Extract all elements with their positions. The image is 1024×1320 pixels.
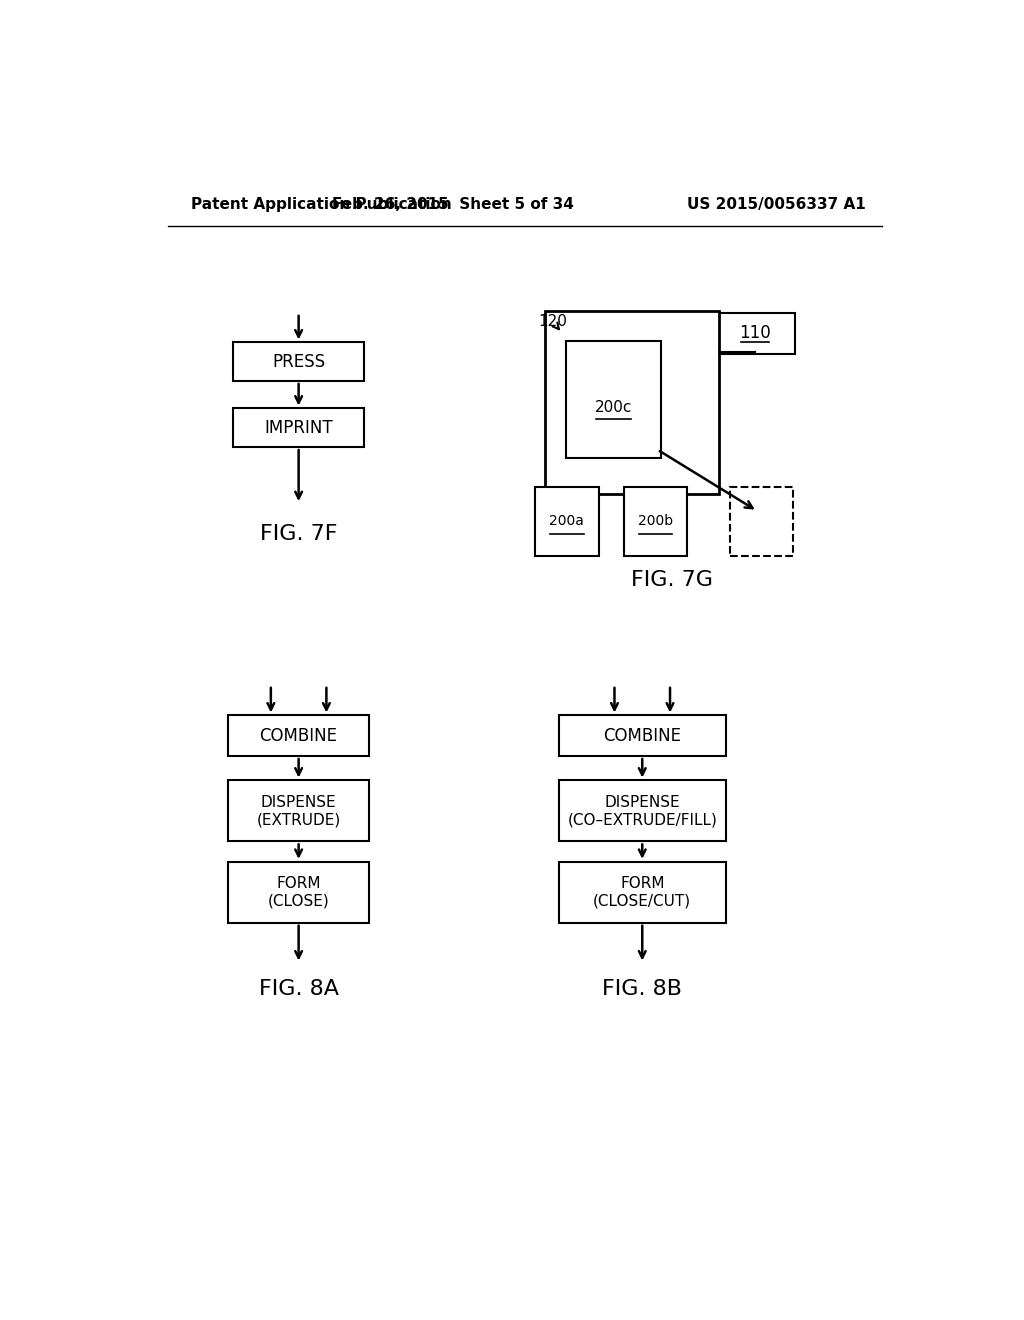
Text: FIG. 8A: FIG. 8A <box>259 979 339 999</box>
Bar <box>715 313 795 354</box>
Text: FIG. 7F: FIG. 7F <box>260 524 337 544</box>
Bar <box>559 715 726 756</box>
Text: DISPENSE
(CO–EXTRUDE/FILL): DISPENSE (CO–EXTRUDE/FILL) <box>567 795 717 828</box>
Bar <box>233 342 365 381</box>
Bar <box>228 715 370 756</box>
Text: 200a: 200a <box>550 515 585 528</box>
Text: FORM
(CLOSE/CUT): FORM (CLOSE/CUT) <box>593 876 691 908</box>
Text: FIG. 7G: FIG. 7G <box>631 570 713 590</box>
Bar <box>559 862 726 923</box>
Text: FIG. 8B: FIG. 8B <box>602 979 682 999</box>
Text: DISPENSE
(EXTRUDE): DISPENSE (EXTRUDE) <box>256 795 341 828</box>
Text: COMBINE: COMBINE <box>260 727 338 744</box>
Bar <box>233 408 365 447</box>
Text: IMPRINT: IMPRINT <box>264 418 333 437</box>
Bar <box>566 341 662 458</box>
Text: FORM
(CLOSE): FORM (CLOSE) <box>267 876 330 908</box>
Bar <box>559 780 726 841</box>
Text: COMBINE: COMBINE <box>603 727 681 744</box>
Bar <box>624 487 687 556</box>
Bar <box>545 312 719 494</box>
Text: 120: 120 <box>539 314 567 329</box>
Text: PRESS: PRESS <box>272 352 326 371</box>
Bar <box>536 487 599 556</box>
Text: 110: 110 <box>739 325 771 342</box>
Text: 200c: 200c <box>595 400 633 414</box>
Text: US 2015/0056337 A1: US 2015/0056337 A1 <box>687 197 866 211</box>
Text: Feb. 26, 2015  Sheet 5 of 34: Feb. 26, 2015 Sheet 5 of 34 <box>333 197 574 211</box>
Bar <box>729 487 793 556</box>
Text: Patent Application Publication: Patent Application Publication <box>191 197 453 211</box>
Bar <box>228 862 370 923</box>
Bar <box>228 780 370 841</box>
Text: 200b: 200b <box>638 515 674 528</box>
